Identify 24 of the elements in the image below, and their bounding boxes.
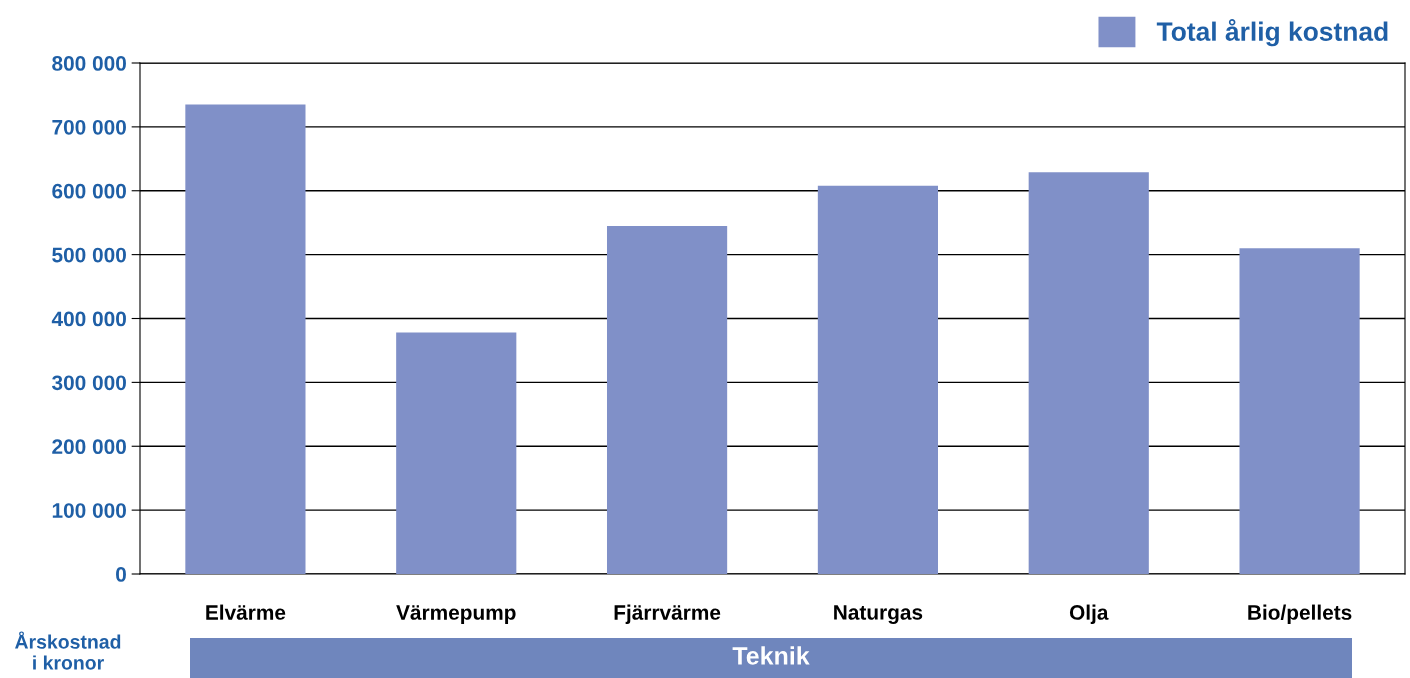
bar xyxy=(396,332,517,574)
x-tick-label: Elvärme xyxy=(206,604,286,620)
bar xyxy=(1239,248,1360,574)
y-tick-label: 100 000 xyxy=(52,503,126,518)
x-tick-label: Fjärrvärme xyxy=(614,604,721,624)
x-axis-title: Teknik xyxy=(732,646,810,665)
y-tick-label: 200 000 xyxy=(52,439,126,454)
y-axis-title: Årskostnad i kronor xyxy=(15,631,121,670)
y-tick-label: 300 000 xyxy=(51,375,126,391)
x-tick-label: Bio/pellets xyxy=(1248,604,1352,624)
x-tick-label: Naturgas xyxy=(834,605,923,624)
bar xyxy=(817,185,938,574)
bar xyxy=(185,104,306,574)
y-tick-label: 700 000 xyxy=(52,119,126,135)
y-tick-label: 0 xyxy=(116,567,126,582)
bar xyxy=(607,225,728,574)
legend-label: Total årlig kostnad xyxy=(1156,18,1388,47)
bar xyxy=(1028,172,1149,574)
y-tick-label: 400 000 xyxy=(51,311,126,327)
y-tick-label: 800 000 xyxy=(52,56,126,71)
y-tick-label: 500 000 xyxy=(52,247,126,263)
x-tick-label: Olja xyxy=(1069,604,1109,624)
y-tick-label: 600 000 xyxy=(52,183,126,199)
x-tick-label: Värmepump xyxy=(396,605,516,624)
